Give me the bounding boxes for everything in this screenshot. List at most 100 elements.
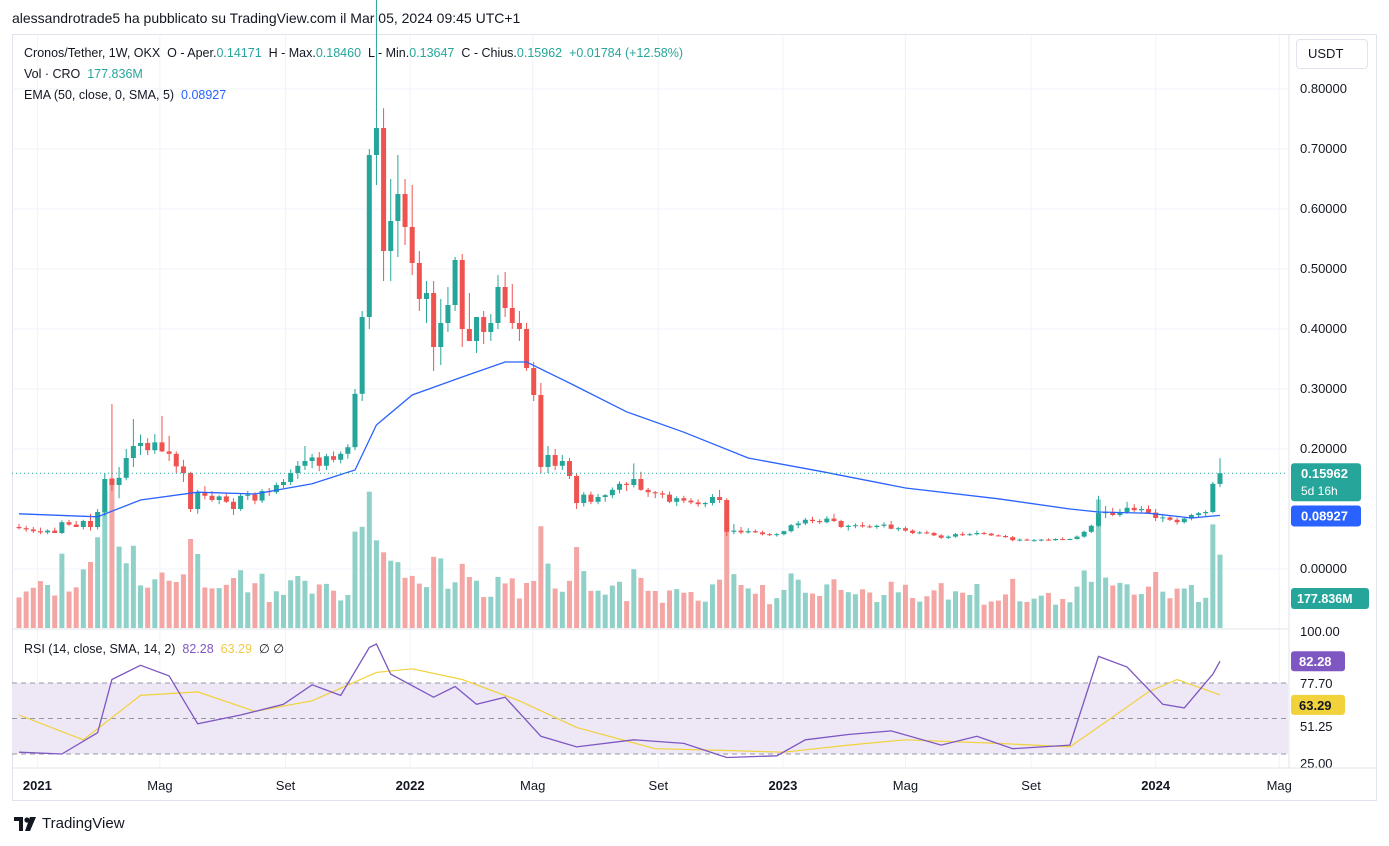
chart-frame[interactable]	[12, 34, 1377, 801]
candle-body	[595, 497, 601, 502]
candle-body	[495, 287, 501, 323]
volume-bar	[724, 518, 730, 628]
open-label: O - Aper.	[167, 46, 217, 60]
rsi-extra-values: ∅ ∅	[258, 642, 285, 656]
volume-legend[interactable]: Vol · CRO 177.836M	[24, 67, 143, 81]
candle-body	[752, 531, 758, 533]
volume-bar	[109, 478, 115, 628]
volume-bar	[838, 590, 844, 628]
candle-body	[616, 483, 623, 490]
rsi-tick-label: 51.25	[1300, 719, 1333, 734]
candle-body	[974, 533, 980, 535]
volume-bar	[1110, 585, 1116, 628]
volume-bar	[860, 589, 866, 628]
candle-body	[159, 442, 165, 452]
volume-bar	[1053, 604, 1059, 628]
volume-bar	[616, 581, 623, 628]
candle-body	[445, 305, 451, 323]
volume-bar	[352, 531, 358, 628]
volume-bar	[681, 592, 687, 628]
volume-bar	[145, 587, 151, 628]
volume-bar	[960, 592, 966, 628]
candle-body	[331, 456, 337, 460]
ema-label: EMA (50, close, 0, SMA, 5)	[24, 88, 175, 102]
candle-body	[488, 323, 494, 332]
candle-body	[524, 329, 530, 368]
volume-bar	[288, 580, 294, 628]
ohlc-legend[interactable]: Cronos/Tether, 1W, OKX O - Aper.0.14171 …	[24, 46, 683, 60]
brand[interactable]: TradingView	[14, 815, 125, 832]
time-axis-label: 2024	[1141, 778, 1171, 793]
candle-body	[474, 317, 480, 341]
candle-body	[288, 473, 294, 482]
price-tick-label: 0.40000	[1300, 321, 1347, 336]
volume-bar	[731, 574, 737, 628]
rsi-legend[interactable]: RSI (14, close, SMA, 14, 2) 82.28 63.29 …	[24, 641, 284, 656]
candle-body	[52, 530, 58, 533]
time-axis-label: Mag	[520, 778, 545, 793]
volume-bar	[552, 588, 558, 628]
high-label: H - Max.	[268, 46, 316, 60]
rsi-ma-badge	[1291, 694, 1345, 715]
volume-bar	[281, 594, 287, 628]
volume-bar	[302, 580, 308, 628]
volume-bar	[559, 591, 565, 628]
candle-body	[910, 530, 916, 533]
volume-bar	[1074, 586, 1080, 628]
candle-body	[602, 495, 608, 497]
candle-body	[745, 531, 751, 533]
price-tick-label: 0.00000	[1300, 561, 1347, 576]
candle-body	[960, 534, 966, 536]
volume-bar	[502, 583, 508, 628]
candle-body	[1117, 512, 1123, 515]
volume-bar	[223, 584, 229, 628]
ema-legend[interactable]: EMA (50, close, 0, SMA, 5) 0.08927	[24, 88, 226, 102]
candle-body	[188, 473, 194, 509]
candle-body	[767, 534, 773, 536]
volume-bar	[581, 571, 587, 628]
candle-body	[1045, 539, 1051, 541]
volume-bar	[709, 584, 715, 628]
currency-unit-button[interactable]: USDT	[1296, 39, 1368, 69]
candle-body	[37, 531, 43, 533]
volume-bar	[795, 579, 801, 628]
candle-body	[774, 534, 780, 536]
volume-bar	[373, 540, 379, 628]
candle-body	[1024, 539, 1030, 541]
candle-body	[895, 528, 901, 530]
published-caption: alessandrotrade5 ha pubblicato su Tradin…	[12, 10, 521, 26]
candle-body	[281, 482, 287, 485]
volume-bar	[867, 592, 873, 628]
volume-bar	[1088, 581, 1094, 628]
volume-bar	[459, 563, 465, 628]
volume-bar	[917, 601, 923, 628]
volume-scale-label: 177.836M	[1297, 592, 1353, 606]
price-tick-label: 0.60000	[1300, 201, 1347, 216]
volume-bar	[938, 583, 944, 628]
candle-body	[395, 194, 401, 221]
rsi-ma-scale-label: 63.29	[1299, 698, 1332, 713]
volume-bar	[824, 584, 830, 628]
open-value: 0.14171	[216, 46, 262, 60]
candle-body	[223, 496, 229, 502]
price-scale: 0.80000 0.70000 0.60000 0.50000 0.40000 0.300…	[1291, 81, 1369, 609]
candle-body	[259, 491, 265, 501]
volume-bar	[116, 546, 122, 628]
volume-bar	[1181, 588, 1187, 628]
candle-body	[659, 493, 665, 495]
candle-body	[123, 458, 129, 478]
rsi-scale-label: 82.28	[1299, 654, 1332, 669]
volume-bar	[595, 590, 601, 628]
volume-bar	[988, 601, 994, 628]
volume-bar	[774, 598, 780, 628]
volume-bar	[1117, 582, 1123, 628]
volume-bar	[667, 590, 673, 628]
volume-bar	[438, 558, 444, 628]
volume-bar	[902, 584, 908, 628]
volume-bar	[230, 578, 236, 628]
rsi-ma-value: 63.29	[220, 642, 252, 656]
candle-body	[674, 498, 680, 502]
candle-body	[1160, 517, 1166, 519]
volume-bar	[409, 575, 415, 628]
